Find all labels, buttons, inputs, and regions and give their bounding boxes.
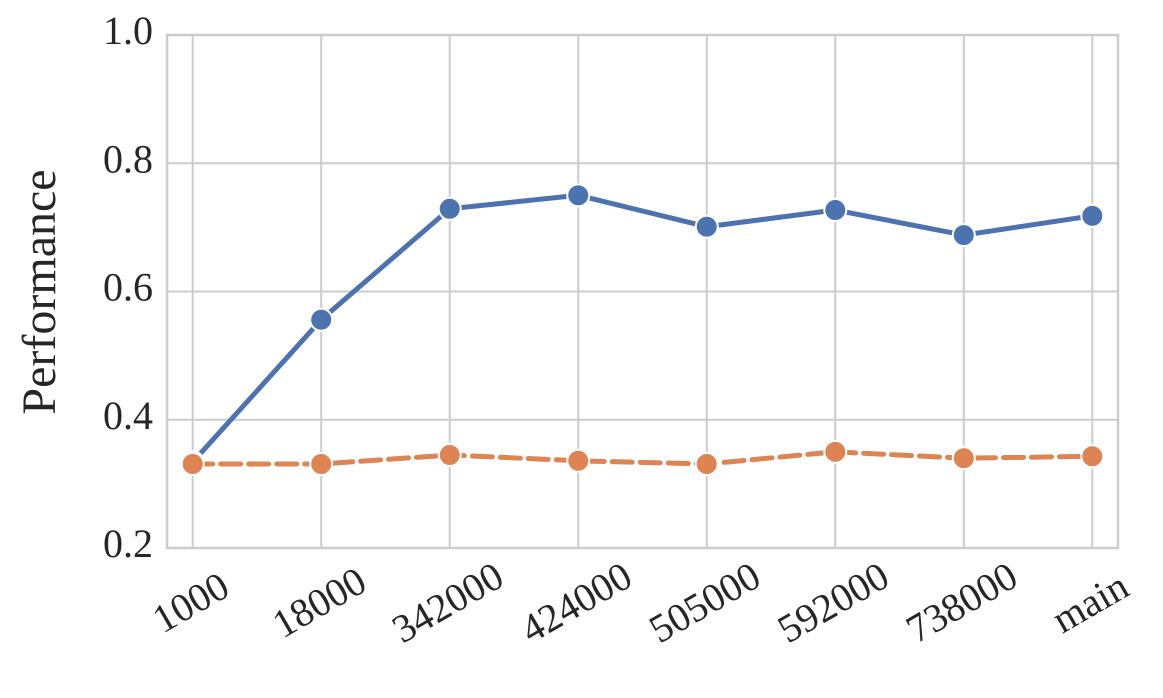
- y-tick-label: 0.4: [103, 393, 153, 438]
- marker: [566, 448, 591, 473]
- marker: [694, 451, 719, 476]
- x-tick-label: 424000: [513, 553, 639, 652]
- y-tick-label: 1.0: [103, 8, 153, 53]
- marker: [309, 307, 334, 332]
- marker: [951, 446, 976, 471]
- x-tick-label: 1000: [145, 563, 237, 642]
- plot-frame: [165, 33, 1120, 550]
- marker: [823, 439, 848, 464]
- y-tick-label: 0.2: [103, 521, 153, 566]
- y-tick-label: 0.6: [103, 265, 153, 310]
- x-tick-label: 18000: [265, 558, 374, 647]
- marker: [309, 451, 334, 476]
- x-tick-label: 592000: [770, 553, 896, 652]
- marker: [694, 214, 719, 239]
- x-tick-label: 738000: [898, 553, 1024, 652]
- marker: [1080, 444, 1105, 469]
- marker: [180, 451, 205, 476]
- marker: [437, 443, 462, 468]
- y-axis-label: Performance: [13, 169, 66, 414]
- y-tick-label: 0.8: [103, 136, 153, 181]
- x-tick-label: main: [1044, 563, 1136, 642]
- marker: [1080, 203, 1105, 228]
- marker: [951, 223, 976, 248]
- series-line: [190, 449, 1095, 467]
- marker: [566, 183, 591, 208]
- x-tick-label: 505000: [641, 553, 767, 652]
- series-line: [190, 192, 1095, 465]
- x-tick-label: 342000: [384, 553, 510, 652]
- marker: [437, 196, 462, 221]
- marker: [823, 198, 848, 223]
